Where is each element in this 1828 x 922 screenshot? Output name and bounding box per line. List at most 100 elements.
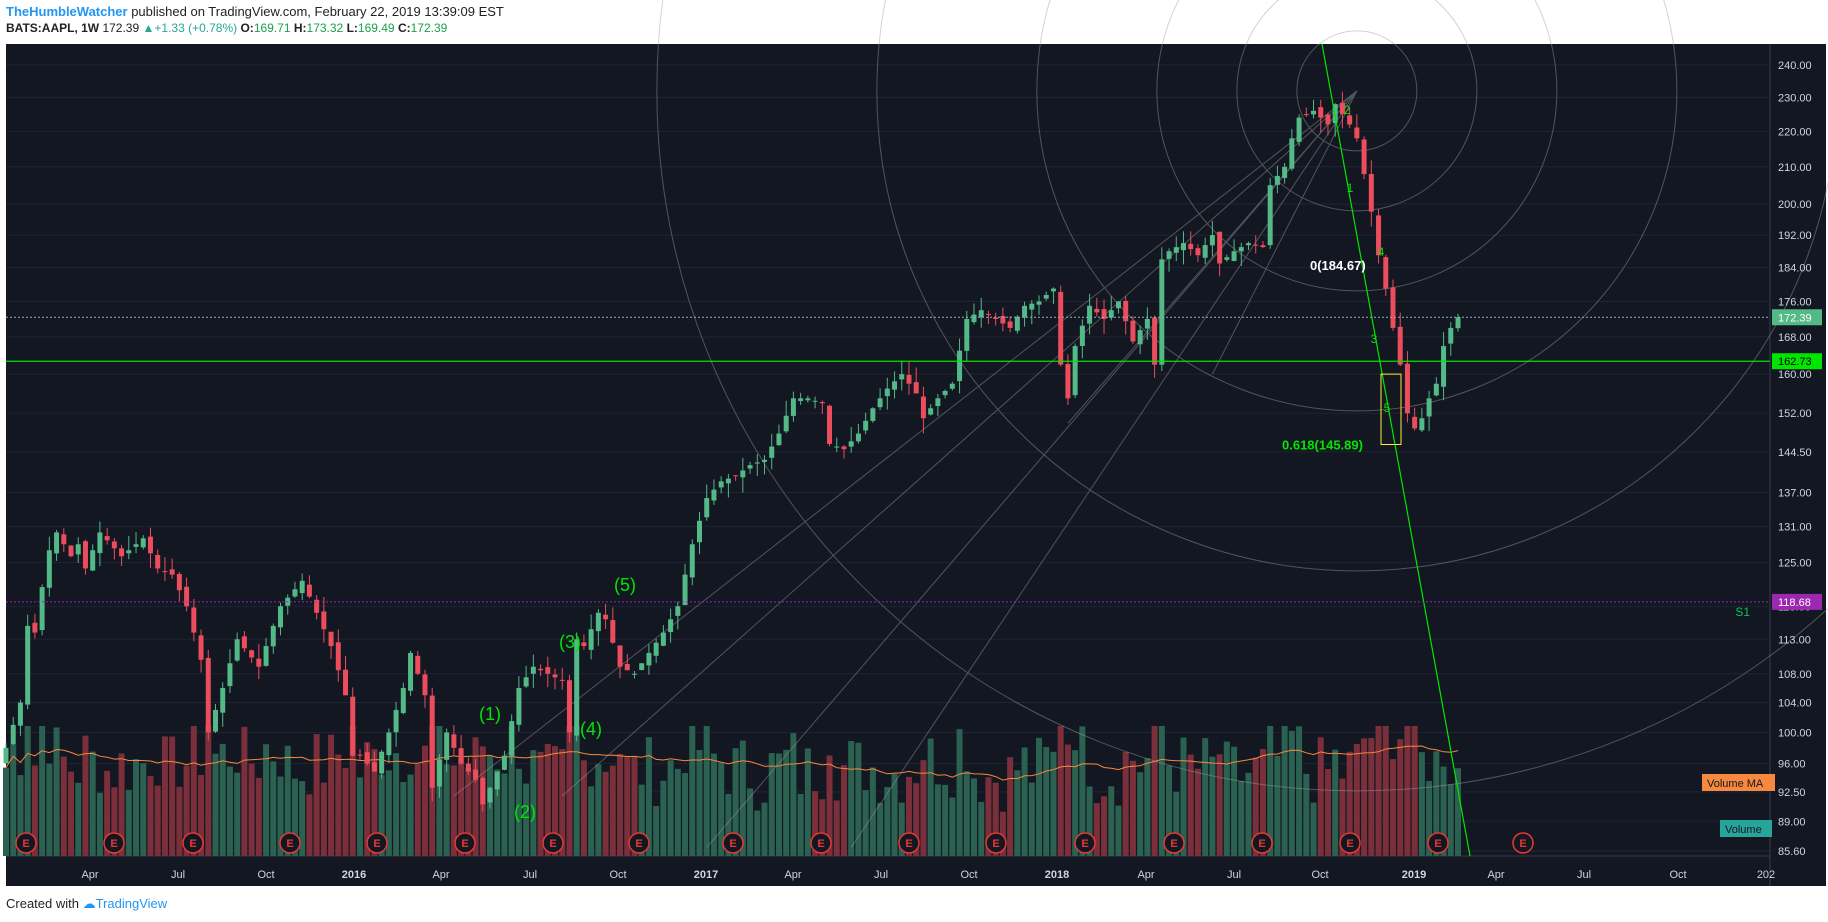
candle-body <box>1433 383 1439 396</box>
volume-bar <box>17 775 24 856</box>
candle-body <box>1130 320 1136 342</box>
volume-bar <box>364 742 371 856</box>
volume-bar <box>1086 786 1093 856</box>
volume-bar <box>804 748 811 856</box>
fib-arc <box>1156 0 1558 292</box>
volume-bar <box>891 773 898 856</box>
volume-bar <box>1368 738 1375 856</box>
candle-body <box>480 777 486 805</box>
volume-bar <box>696 750 703 856</box>
tradingview-brand[interactable]: TradingView <box>95 896 168 911</box>
fib-arc <box>876 0 1828 572</box>
candle-body <box>212 709 218 732</box>
volume-bar <box>1101 796 1108 856</box>
volume-bar <box>10 744 17 856</box>
volume-bar <box>631 755 638 856</box>
candle-body <box>10 724 16 745</box>
candle-body <box>379 751 385 774</box>
volume-bar <box>580 760 587 856</box>
volume-bar <box>219 743 226 856</box>
volume-bar <box>1043 747 1050 856</box>
volume-bar <box>920 760 927 856</box>
earnings-letter: E <box>1258 838 1265 850</box>
candle-body <box>1376 215 1382 256</box>
candle-body <box>1050 288 1056 292</box>
volume-bar <box>356 777 363 856</box>
volume-bar <box>1216 754 1223 856</box>
volume-bar <box>1411 726 1418 856</box>
earnings-marker: E <box>1251 832 1273 854</box>
trend-line <box>1321 43 1471 857</box>
fib-box <box>1380 373 1402 446</box>
volume-ma-line <box>5 745 1459 781</box>
price-axis-area <box>1770 44 1826 886</box>
volume-bar <box>205 726 212 856</box>
earnings-letter: E <box>373 838 380 850</box>
volume-bar <box>530 750 537 856</box>
volume-bar <box>963 771 970 856</box>
candle-body <box>364 752 370 764</box>
volume-bar <box>1028 782 1035 856</box>
volume-bar <box>378 774 385 856</box>
volume-bar <box>31 765 38 856</box>
price-tag: 118.68 <box>1772 593 1822 610</box>
wave-label: (3) <box>559 632 581 652</box>
volume-badge: Volume <box>1720 820 1772 837</box>
earnings-letter: E <box>1434 838 1441 850</box>
candle-body <box>631 673 637 675</box>
volume-bar <box>898 802 905 856</box>
earnings-circle <box>182 832 204 854</box>
volume-bar <box>869 767 876 856</box>
earnings-circle <box>1427 832 1449 854</box>
time-tick-label: 2017 <box>694 869 718 881</box>
sub-wave-label: 1 <box>1347 181 1354 195</box>
earnings-marker: E <box>15 832 37 854</box>
earnings-circle <box>985 832 1007 854</box>
volume-bar <box>1404 726 1411 856</box>
volume-bar <box>82 735 89 856</box>
volume-bar <box>1173 791 1180 856</box>
candle-body <box>1195 248 1201 256</box>
price-tick-label: 104.00 <box>1778 698 1812 710</box>
candle-body <box>870 408 876 421</box>
candle-body <box>617 645 623 667</box>
candle-body <box>762 459 768 462</box>
volume-bar <box>718 762 725 856</box>
candle-body <box>393 709 399 733</box>
candle-body <box>227 663 233 687</box>
candle-body <box>400 688 406 714</box>
candle-body <box>1137 330 1143 345</box>
earnings-letter: E <box>461 838 468 850</box>
candle-body <box>1383 257 1389 289</box>
candle-body <box>140 538 146 548</box>
candle-body <box>574 639 580 736</box>
time-tick-label: Apr <box>81 869 98 881</box>
candle-body <box>588 629 594 650</box>
author-link[interactable]: TheHumbleWatcher <box>6 4 128 19</box>
candle-body <box>769 446 775 458</box>
candle-body <box>1043 294 1049 299</box>
volume-bar <box>812 791 819 856</box>
volume-bar <box>638 784 645 856</box>
volume-bar <box>241 726 248 856</box>
volume-bar <box>96 792 103 856</box>
candle-body <box>191 607 197 633</box>
candle-body <box>863 420 869 431</box>
volume-bar <box>176 786 183 856</box>
volume-bar <box>393 753 400 856</box>
earnings-marker: E <box>103 832 125 854</box>
candle-body <box>1202 245 1208 258</box>
candle-body <box>436 759 442 787</box>
publish-line: TheHumbleWatcher published on TradingVie… <box>6 4 504 20</box>
candle-body <box>328 631 334 647</box>
candle-body <box>292 589 298 597</box>
candle-body <box>957 350 963 382</box>
candle-body <box>1246 243 1252 246</box>
candle-body <box>270 625 276 647</box>
time-tick-label: 2018 <box>1045 869 1069 881</box>
candle-body <box>1260 245 1266 248</box>
volume-bar <box>999 811 1006 856</box>
candle-body <box>263 646 269 666</box>
candle-body <box>25 625 31 705</box>
